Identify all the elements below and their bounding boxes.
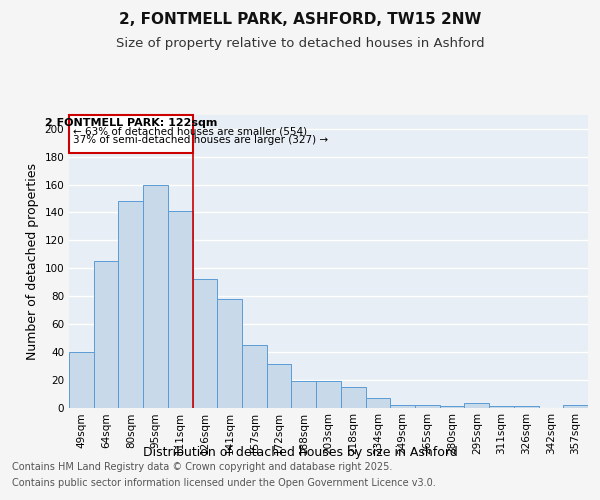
Bar — [464, 404, 489, 407]
Bar — [341, 386, 365, 407]
Bar — [217, 299, 242, 408]
Bar — [292, 381, 316, 407]
Text: 2 FONTMELL PARK: 122sqm: 2 FONTMELL PARK: 122sqm — [44, 118, 217, 128]
Bar — [267, 364, 292, 408]
Bar — [390, 404, 415, 407]
Text: 37% of semi-detached houses are larger (327) →: 37% of semi-detached houses are larger (… — [73, 135, 328, 145]
Bar — [242, 345, 267, 408]
Text: ← 63% of detached houses are smaller (554): ← 63% of detached houses are smaller (55… — [73, 126, 307, 136]
Bar — [69, 352, 94, 408]
Bar — [365, 398, 390, 407]
Bar — [193, 280, 217, 407]
Bar — [118, 202, 143, 408]
Text: Distribution of detached houses by size in Ashford: Distribution of detached houses by size … — [143, 446, 457, 459]
Bar — [143, 184, 168, 408]
Bar — [69, 115, 193, 152]
Bar — [94, 261, 118, 408]
Text: Size of property relative to detached houses in Ashford: Size of property relative to detached ho… — [116, 38, 484, 51]
Y-axis label: Number of detached properties: Number of detached properties — [26, 163, 39, 360]
Bar — [563, 404, 588, 407]
Bar — [440, 406, 464, 407]
Bar — [168, 211, 193, 408]
Text: 2, FONTMELL PARK, ASHFORD, TW15 2NW: 2, FONTMELL PARK, ASHFORD, TW15 2NW — [119, 12, 481, 28]
Bar — [514, 406, 539, 407]
Bar — [489, 406, 514, 407]
Text: Contains public sector information licensed under the Open Government Licence v3: Contains public sector information licen… — [12, 478, 436, 488]
Bar — [415, 404, 440, 407]
Bar — [316, 381, 341, 407]
Text: Contains HM Land Registry data © Crown copyright and database right 2025.: Contains HM Land Registry data © Crown c… — [12, 462, 392, 472]
